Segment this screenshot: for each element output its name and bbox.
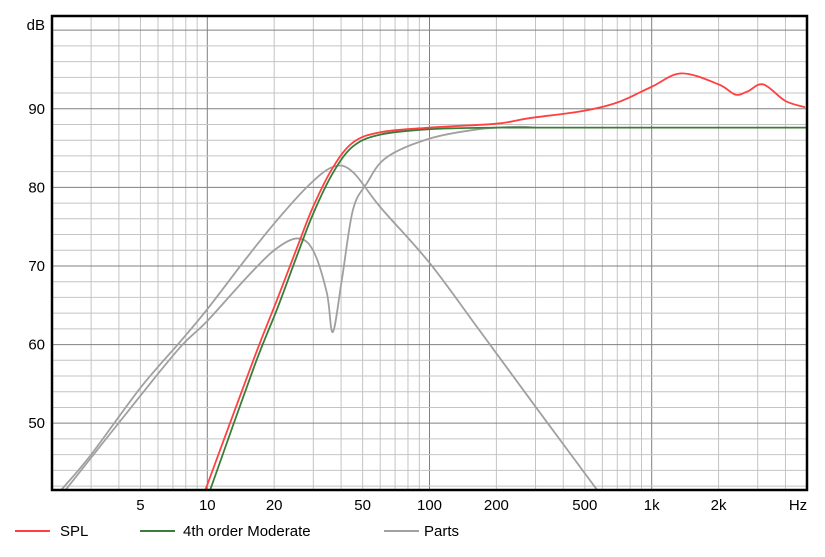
series-line-parts [64, 125, 536, 490]
x-tick-label: 2k [711, 497, 727, 514]
x-tick-label: 1k [644, 497, 660, 514]
y-tick-label: 70 [28, 258, 45, 275]
y-tick-label: 90 [28, 101, 45, 118]
series-line-spl [204, 72, 806, 490]
x-tick-label: 100 [417, 497, 442, 514]
legend-item: Parts [384, 523, 459, 540]
curves [60, 72, 807, 490]
x-tick-label: 10 [199, 497, 216, 514]
x-tick-labels: 5 10 20 50 100 200 500 1k 2k [136, 497, 727, 514]
y-tick-label: 50 [28, 415, 45, 432]
y-axis-label: dB [27, 17, 45, 34]
y-tick-label: 80 [28, 179, 45, 196]
x-tick-label: 20 [266, 497, 283, 514]
legend-label: Parts [424, 523, 459, 540]
legend: SPL 4th order Moderate Parts [15, 523, 459, 540]
x-axis-label: Hz [789, 497, 807, 514]
x-tick-label: 50 [354, 497, 371, 514]
y-tick-labels: 50 60 70 80 90 [28, 101, 45, 432]
y-tick-label: 60 [28, 337, 45, 354]
x-tick-label: 200 [484, 497, 509, 514]
grid [52, 16, 807, 490]
legend-item: SPL [15, 523, 88, 540]
plot-frame [50, 14, 809, 492]
series-line-4th-order-moderate [209, 126, 807, 490]
x-tick-label: 500 [572, 497, 597, 514]
legend-label: SPL [60, 523, 88, 540]
legend-label: 4th order Moderate [183, 523, 311, 540]
legend-item: 4th order Moderate [140, 523, 311, 540]
series-line-parts [60, 164, 599, 490]
x-tick-label: 5 [136, 497, 144, 514]
